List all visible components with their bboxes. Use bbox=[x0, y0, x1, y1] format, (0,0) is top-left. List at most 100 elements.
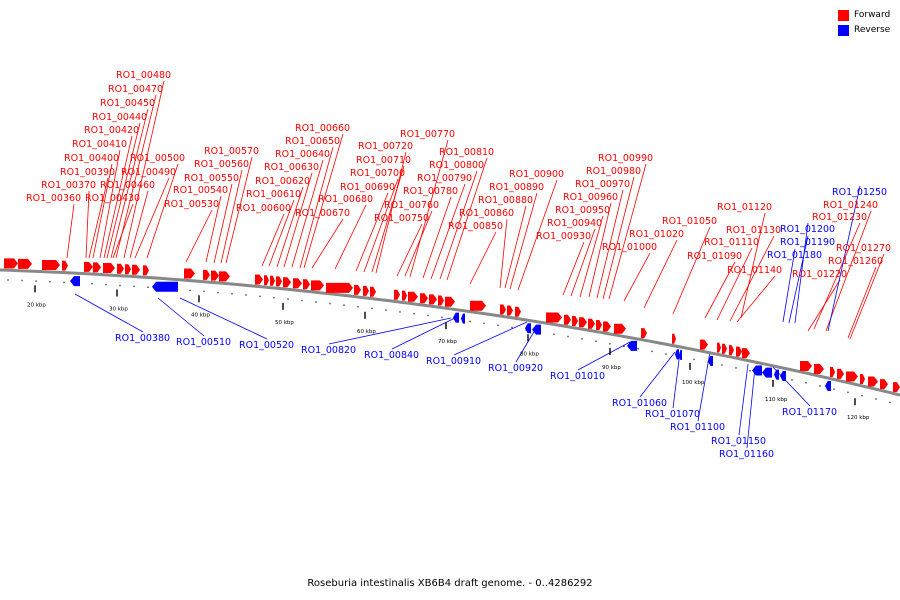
forward-gene-arrow bbox=[800, 361, 812, 372]
forward-gene-arrow bbox=[203, 269, 210, 280]
forward-gene-arrow bbox=[515, 306, 521, 317]
forward-leader-line bbox=[736, 275, 776, 323]
scale-tick-label: 20 kbp bbox=[27, 302, 46, 308]
forward-gene-arrow bbox=[470, 300, 486, 311]
forward-gene-label: RO1_00980 bbox=[586, 166, 641, 177]
scale-tick-label: 30 kbp bbox=[109, 307, 128, 313]
forward-leader-line bbox=[106, 122, 141, 259]
reverse-leader-line bbox=[788, 235, 809, 324]
reverse-gene-label: RO1_00920 bbox=[488, 363, 543, 374]
forward-leader-line bbox=[504, 205, 527, 289]
forward-leader-line bbox=[213, 183, 233, 264]
forward-gene-arrow bbox=[614, 323, 626, 334]
forward-gene-label: RO1_00500 bbox=[130, 153, 185, 164]
forward-leader-line bbox=[422, 196, 452, 279]
reverse-gene-label: RO1_01060 bbox=[612, 398, 667, 409]
reverse-leader-line bbox=[179, 297, 268, 340]
reverse-gene-label: RO1_01070 bbox=[645, 409, 700, 420]
forward-gene-label: RO1_00680 bbox=[318, 194, 373, 205]
reverse-leader-line bbox=[697, 351, 711, 422]
reverse-gene-arrow bbox=[532, 324, 541, 335]
forward-leader-line bbox=[276, 186, 304, 268]
forward-leader-line bbox=[643, 239, 678, 309]
forward-gene-arrow bbox=[18, 258, 32, 269]
reverse-gene-arrow bbox=[774, 369, 779, 380]
reverse-gene-label: RO1_00820 bbox=[301, 345, 356, 356]
legend-label: Reverse bbox=[854, 25, 891, 35]
forward-gene-label: RO1_00970 bbox=[575, 179, 630, 190]
legend-label: Forward bbox=[854, 10, 891, 20]
reverse-leader-line bbox=[157, 297, 205, 337]
forward-gene-arrow bbox=[700, 339, 708, 350]
forward-gene-arrow bbox=[572, 315, 578, 326]
forward-leader-line bbox=[409, 139, 449, 278]
reverse-gene-arrow bbox=[752, 365, 762, 376]
forward-gene-label: RO1_01140 bbox=[727, 265, 782, 276]
forward-gene-label: RO1_00930 bbox=[536, 231, 591, 242]
reverse-gene-label: RO1_00840 bbox=[364, 350, 419, 361]
forward-gene-arrow bbox=[93, 262, 101, 273]
forward-gene-label: RO1_00800 bbox=[429, 160, 484, 171]
forward-gene-arrow bbox=[363, 285, 369, 296]
forward-gene-label: RO1_01110 bbox=[704, 237, 759, 248]
forward-leader-line bbox=[146, 163, 179, 259]
forward-leader-line bbox=[404, 210, 433, 277]
reverse-swatch bbox=[838, 25, 849, 36]
forward-gene-arrow bbox=[276, 276, 282, 287]
forward-gene-label: RO1_00480 bbox=[116, 70, 171, 81]
reverse-gene-arrow bbox=[453, 312, 459, 323]
reverse-leader-line bbox=[639, 351, 676, 398]
forward-gene-label: RO1_01020 bbox=[629, 229, 684, 240]
forward-gene-label: RO1_00560 bbox=[194, 159, 249, 170]
forward-gene-arrow bbox=[893, 382, 900, 393]
forward-gene-arrow bbox=[311, 280, 324, 291]
reverse-gene-arrow bbox=[679, 349, 682, 360]
forward-gene-label: RO1_00470 bbox=[108, 84, 163, 95]
forward-leader-line bbox=[499, 218, 508, 289]
forward-leader-line bbox=[430, 183, 466, 280]
forward-leader-line bbox=[570, 228, 596, 297]
forward-leader-line bbox=[716, 247, 753, 321]
scale-tick-label: 60 kbp bbox=[357, 329, 376, 335]
forward-gene-label: RO1_01270 bbox=[836, 243, 891, 254]
reverse-leader-line bbox=[515, 329, 536, 363]
forward-leader-line bbox=[623, 252, 651, 302]
forward-leader-line bbox=[66, 203, 75, 259]
forward-gene-arrow bbox=[293, 278, 302, 289]
forward-gene-arrow bbox=[579, 317, 587, 328]
legend-item-reverse: Reverse bbox=[838, 23, 890, 38]
forward-gene-label: RO1_00950 bbox=[555, 205, 610, 216]
reverse-gene-label: RO1_01160 bbox=[719, 449, 774, 460]
forward-gene-label: RO1_00370 bbox=[41, 180, 96, 191]
reverse-leader-line bbox=[453, 321, 528, 356]
scale-tick-label: 40 kbp bbox=[191, 312, 210, 318]
forward-leader-line bbox=[220, 169, 243, 264]
forward-gene-arrow bbox=[500, 304, 506, 315]
forward-gene-arrow bbox=[270, 275, 275, 286]
forward-gene-label: RO1_01260 bbox=[828, 256, 883, 267]
forward-gene-label: RO1_00960 bbox=[563, 192, 618, 203]
reverse-gene-arrow bbox=[525, 323, 531, 334]
forward-leader-line bbox=[103, 135, 133, 259]
reverse-gene-arrow bbox=[825, 381, 831, 392]
gene-arrows bbox=[4, 258, 900, 393]
forward-leader-line bbox=[704, 261, 736, 319]
reverse-leader-line bbox=[328, 317, 452, 345]
forward-gene-label: RO1_01050 bbox=[662, 216, 717, 227]
reverse-gene-arrow bbox=[675, 349, 679, 360]
forward-gene-arrow bbox=[729, 345, 734, 356]
forward-leader-line bbox=[185, 209, 213, 263]
reverse-gene-arrow bbox=[152, 281, 178, 292]
forward-gene-label: RO1_00420 bbox=[84, 125, 139, 136]
forward-gene-arrow bbox=[402, 290, 407, 301]
reverse-gene-label: RO1_01170 bbox=[782, 407, 837, 418]
forward-leader-line bbox=[446, 157, 488, 281]
forward-gene-label: RO1_00450 bbox=[100, 98, 155, 109]
forward-gene-label: RO1_00400 bbox=[64, 153, 119, 164]
forward-gene-label: RO1_00620 bbox=[255, 176, 310, 187]
forward-gene-label: RO1_00940 bbox=[547, 218, 602, 229]
forward-gene-arrow bbox=[62, 260, 68, 271]
forward-gene-arrow bbox=[429, 294, 437, 305]
forward-gene-arrow bbox=[84, 261, 93, 272]
